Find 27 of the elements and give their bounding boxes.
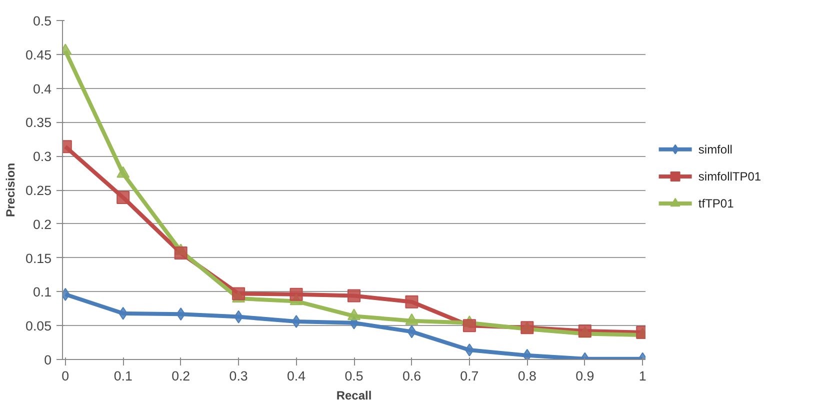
legend-label: tfTP01 <box>698 196 734 211</box>
x-tick-label: 0 <box>62 368 70 384</box>
y-tick-label: 0.05 <box>26 318 52 334</box>
x-tick-label: 0.4 <box>287 368 306 384</box>
x-tick-label: 0.5 <box>344 368 364 384</box>
y-tick-label: 0.4 <box>32 81 52 96</box>
x-tick-label: 0.2 <box>172 368 190 384</box>
legend-label: simfollTP01 <box>698 169 762 184</box>
y-tick-label: 0.45 <box>26 47 52 62</box>
x-tick-label: 0.1 <box>114 368 132 384</box>
y-axis-title: Precision <box>4 162 18 218</box>
y-tick-label: 0.2 <box>32 216 52 232</box>
x-tick-label: 0.9 <box>576 368 594 384</box>
y-tick-label: 0.1 <box>32 284 52 300</box>
x-tick-label: 0.6 <box>402 368 421 384</box>
x-tick-label: 0.3 <box>229 368 248 384</box>
x-tick-label: 0.8 <box>518 368 536 384</box>
legend-label: simfoll <box>698 142 732 156</box>
y-tick-label: 0.3 <box>32 149 52 164</box>
y-tick-label: 0.35 <box>26 115 52 130</box>
y-tick-label: 0.15 <box>26 250 52 266</box>
x-axis-title: Recall <box>336 388 372 402</box>
y-tick-label: 0 <box>44 352 52 368</box>
y-tick-label: 0.25 <box>26 183 52 198</box>
x-tick-label: 1 <box>638 368 646 384</box>
x-tick-label: 0.7 <box>460 368 479 384</box>
y-tick-label: 0.5 <box>32 14 52 28</box>
